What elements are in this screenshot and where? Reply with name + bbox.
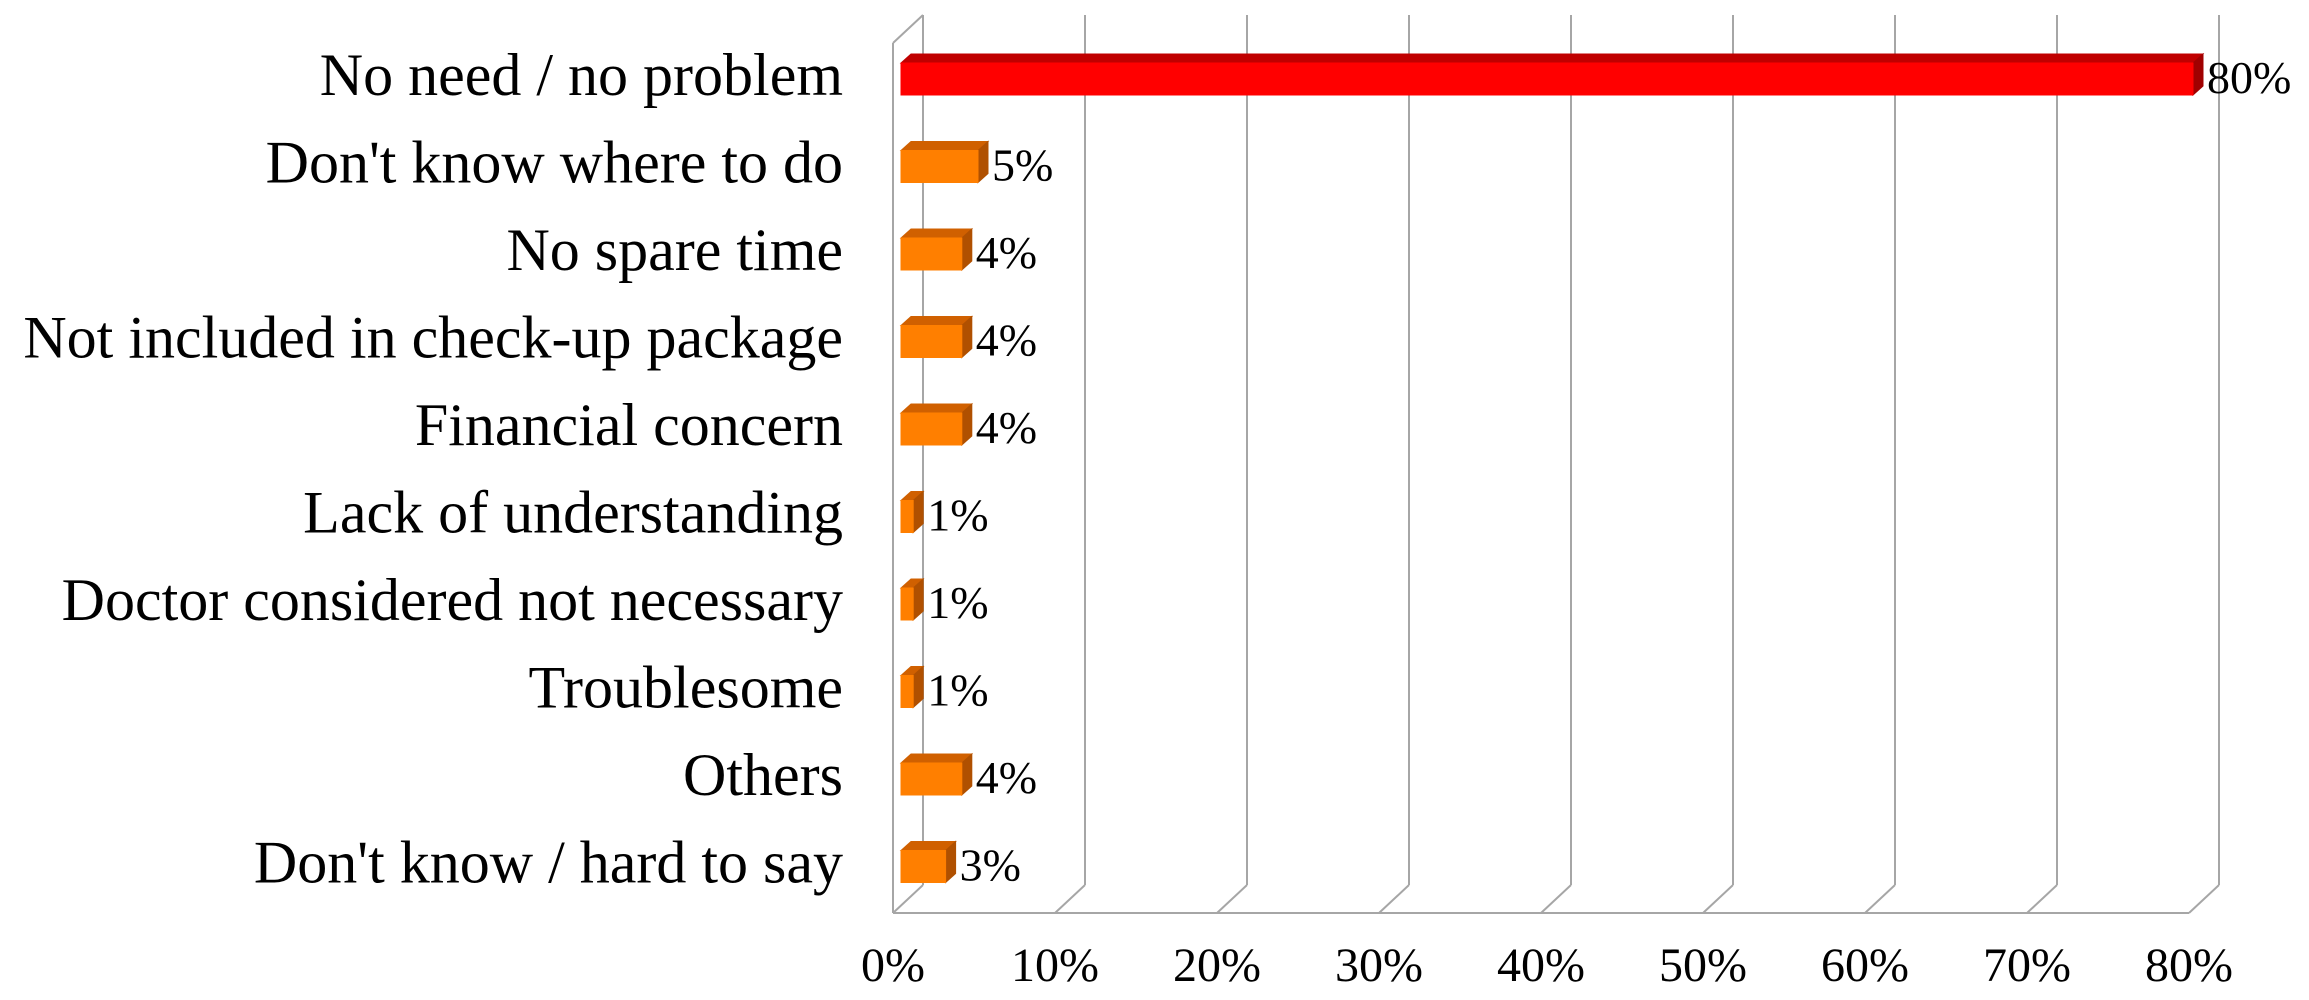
bar <box>899 227 974 272</box>
category-label: Don't know where to do <box>266 130 843 196</box>
bar-top-face <box>899 403 974 414</box>
bar-front-face <box>900 762 963 796</box>
x-tick-label: 80% <box>2145 939 2233 992</box>
bar <box>899 840 957 884</box>
bar-front-face <box>900 587 914 621</box>
data-label: 3% <box>960 840 1021 891</box>
x-tick-label: 10% <box>1011 939 1099 992</box>
x-tick-label: 20% <box>1173 939 1261 992</box>
category-label: Doctor considered not necessary <box>62 567 843 633</box>
x-tick-label: 30% <box>1335 939 1423 992</box>
x-tick-label: 0% <box>861 939 925 992</box>
data-label: 1% <box>927 665 988 716</box>
bar <box>899 402 974 447</box>
bar-top-face <box>899 228 974 239</box>
category-label: Lack of understanding <box>303 480 843 546</box>
floor-tick-line <box>1378 884 1410 914</box>
category-label: Not included in check-up package <box>23 305 843 371</box>
floor-tick-line <box>2188 884 2220 914</box>
category-label: Others <box>683 742 843 808</box>
bar-top-face <box>899 753 974 764</box>
x-tick-label: 40% <box>1497 939 1585 992</box>
bar-top-face <box>899 316 974 326</box>
floor-tick-line <box>1216 884 1248 914</box>
bar-layer <box>899 52 2205 884</box>
bar <box>899 140 990 184</box>
bar-front-face <box>900 237 963 271</box>
data-label: 4% <box>976 752 1037 803</box>
data-label: 4% <box>976 402 1037 453</box>
floor-tick-line <box>1540 884 1572 914</box>
category-label: Financial concern <box>415 392 843 458</box>
bar <box>899 490 925 534</box>
bar-front-face <box>900 500 914 533</box>
bar-top-face <box>899 141 990 151</box>
data-label: 1% <box>927 490 988 541</box>
floor-tick-line <box>892 884 924 914</box>
bar-front-face <box>900 412 963 446</box>
category-label: Don't know / hard to say <box>254 830 843 896</box>
x-tick-label: 50% <box>1659 939 1747 992</box>
label-layer: 0% 10% 20% 30% 40% 50% 60% 70% 80% No need / no p… <box>23 42 2291 992</box>
floor-tick-line <box>1702 884 1734 914</box>
floor-tick-line <box>1054 884 1086 914</box>
category-label: Troublesome <box>529 655 843 721</box>
bar <box>899 52 2205 97</box>
bar <box>899 752 974 797</box>
floor-tick-line <box>2026 884 2058 914</box>
category-label: No need / no problem <box>320 42 843 108</box>
bar <box>899 315 974 359</box>
bar-front-face <box>900 850 947 883</box>
data-label: 1% <box>927 577 988 628</box>
bar-front-face <box>900 325 963 358</box>
bar <box>899 665 925 709</box>
floor-tick-line <box>1864 884 1896 914</box>
data-label: 4% <box>976 315 1037 366</box>
side-wall-top-line <box>892 14 924 44</box>
data-label: 4% <box>976 227 1037 278</box>
bar <box>899 577 925 622</box>
bar-front-face <box>900 62 2194 96</box>
bar-top-face <box>899 53 2205 64</box>
category-label: No spare time <box>506 217 843 283</box>
x-tick-label: 70% <box>1983 939 2071 992</box>
x-tick-label: 60% <box>1821 939 1909 992</box>
grid-layer <box>892 14 2220 914</box>
data-label: 5% <box>992 140 1053 191</box>
data-label: 80% <box>2207 52 2291 103</box>
bar-front-face <box>900 675 914 708</box>
bar-front-face <box>900 150 979 183</box>
